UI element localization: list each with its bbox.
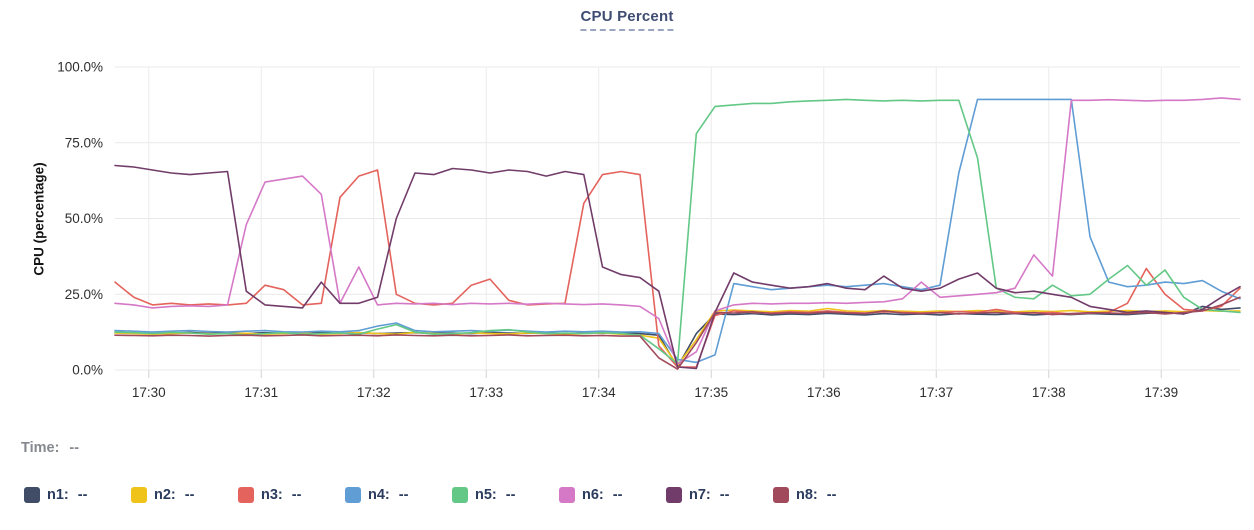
legend-row: n1: -- n2: -- n3: -- n4: -- n5: -- n6: -- n7: -- n8: -- xyxy=(24,487,880,503)
series-line-n5 xyxy=(114,98,1241,365)
x-tick-label: 17:35 xyxy=(694,385,728,400)
series-line-n4 xyxy=(114,98,1241,364)
legend-value-n8: -- xyxy=(826,487,837,503)
x-tick-label: 17:39 xyxy=(1144,385,1178,400)
legend-swatch-n2 xyxy=(131,487,147,503)
legend-value-n2: -- xyxy=(184,487,195,503)
legend-item-n5[interactable]: n5: -- xyxy=(452,487,543,503)
legend-label-n2: n2: xyxy=(154,487,176,503)
legend-value-n7: -- xyxy=(719,487,730,503)
legend-swatch-n1 xyxy=(24,487,40,503)
x-tick-label: 17:30 xyxy=(132,385,166,400)
legend-value-n3: -- xyxy=(291,487,302,503)
legend-item-n6[interactable]: n6: -- xyxy=(559,487,650,503)
legend-label-n7: n7: xyxy=(689,487,711,503)
y-tick-label: 75.0% xyxy=(65,135,103,150)
series-line-n8 xyxy=(114,296,1241,370)
legend-value-n1: -- xyxy=(77,487,88,503)
cpu-chart-svg[interactable]: 0.0% 25.0% 50.0% 75.0% 100.0% 17:30 17:31 17:32… xyxy=(0,0,1254,414)
legend-value-n5: -- xyxy=(505,487,516,503)
x-tick-label: 17:37 xyxy=(919,385,953,400)
legend-item-n3[interactable]: n3: -- xyxy=(238,487,329,503)
legend-item-n7[interactable]: n7: -- xyxy=(666,487,757,503)
legend-swatch-n3 xyxy=(238,487,254,503)
x-tick-label: 17:32 xyxy=(357,385,391,400)
chart-title[interactable]: CPU Percent xyxy=(580,8,674,31)
legend-item-n4[interactable]: n4: -- xyxy=(345,487,436,503)
legend-swatch-n6 xyxy=(559,487,575,503)
y-tick-label: 100.0% xyxy=(57,60,103,75)
x-tick-label: 17:38 xyxy=(1032,385,1066,400)
y-axis-title: CPU (percentage) xyxy=(31,162,47,276)
x-tick-label: 17:36 xyxy=(807,385,841,400)
y-tick-label: 25.0% xyxy=(65,287,103,302)
legend-item-n1[interactable]: n1: -- xyxy=(24,487,115,503)
x-tick-label: 17:34 xyxy=(582,385,616,400)
y-tick-label: 50.0% xyxy=(65,211,103,226)
hover-time-row: Time: -- xyxy=(21,440,79,456)
legend-label-n8: n8: xyxy=(796,487,818,503)
legend-label-n4: n4: xyxy=(368,487,390,503)
x-tick-label: 17:31 xyxy=(244,385,278,400)
y-tick-label: 0.0% xyxy=(72,363,103,378)
x-tick-label: 17:33 xyxy=(469,385,503,400)
legend-swatch-n5 xyxy=(452,487,468,503)
hover-time-label: Time: xyxy=(21,440,60,456)
legend-swatch-n8 xyxy=(773,487,789,503)
series-line-n6 xyxy=(114,97,1241,365)
legend-label-n6: n6: xyxy=(582,487,604,503)
legend-swatch-n4 xyxy=(345,487,361,503)
legend-label-n3: n3: xyxy=(261,487,283,503)
legend-value-n4: -- xyxy=(398,487,409,503)
legend-item-n2[interactable]: n2: -- xyxy=(131,487,222,503)
legend-label-n1: n1: xyxy=(47,487,69,503)
series-line-n3 xyxy=(114,169,1241,368)
legend-item-n8[interactable]: n8: -- xyxy=(773,487,864,503)
legend-label-n5: n5: xyxy=(475,487,497,503)
hover-time-value: -- xyxy=(69,440,80,456)
legend-value-n6: -- xyxy=(612,487,623,503)
series-line-n7 xyxy=(114,164,1241,370)
legend-swatch-n7 xyxy=(666,487,682,503)
